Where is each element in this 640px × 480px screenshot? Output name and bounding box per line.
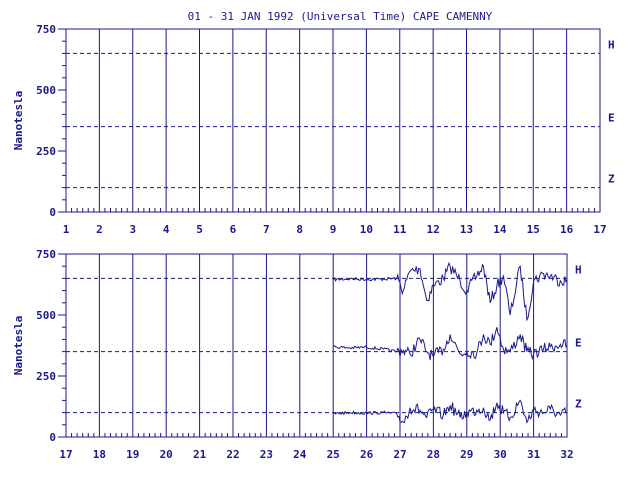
y-tick-label: 500: [36, 84, 56, 97]
x-tick-label: 32: [560, 448, 573, 461]
y-tick-label: 500: [36, 309, 56, 322]
x-tick-label: 24: [293, 448, 307, 461]
x-tick-label: 10: [360, 223, 373, 236]
x-tick-label: 23: [260, 448, 273, 461]
x-tick-label: 2: [96, 223, 103, 236]
x-tick-label: 1: [63, 223, 70, 236]
component-label-z: Z: [608, 173, 615, 186]
y-tick-label: 0: [49, 431, 56, 444]
series-h-line: [332, 261, 568, 322]
x-tick-label: 5: [196, 223, 203, 236]
x-tick-label: 11: [393, 223, 407, 236]
x-tick-label: 18: [93, 448, 106, 461]
y-tick-label: 250: [36, 145, 56, 158]
x-tick-label: 30: [494, 448, 507, 461]
component-label-e: E: [608, 112, 615, 125]
panel-2: 17 18 19 20 21 22 23 24 25 26 27 28 29 30 31 32 0 250 500 7…: [12, 248, 582, 461]
chart-title: 01 - 31 JAN 1992 (Universal Time) CAPE C…: [188, 10, 493, 23]
x-tick-label: 13: [460, 223, 473, 236]
y-axis-label: Nanotesla: [12, 91, 25, 151]
y-tick-label: 250: [36, 370, 56, 383]
x-tick-label: 12: [427, 223, 440, 236]
x-tick-label: 17: [59, 448, 72, 461]
x-tick-label: 20: [160, 448, 173, 461]
x-tick-label: 26: [360, 448, 374, 461]
component-label-h: H: [575, 263, 582, 276]
series-z-line: [332, 399, 568, 424]
component-label-h: H: [608, 38, 615, 51]
x-tick-label: 28: [427, 448, 440, 461]
y-tick-label: 750: [36, 23, 56, 36]
y-axis-label: Nanotesla: [12, 316, 25, 376]
x-tick-label: 15: [527, 223, 540, 236]
x-tick-label: 17: [593, 223, 606, 236]
x-tick-label: 21: [193, 448, 207, 461]
x-tick-label: 3: [129, 223, 136, 236]
y-tick-label: 750: [36, 248, 56, 261]
panel-1: 1 2 3 4 5 6 7 8 9 10 11 12 13 14 15 16 170250500750Nanot…: [12, 23, 615, 236]
component-label-e: E: [575, 337, 582, 350]
x-tick-label: 31: [527, 448, 541, 461]
x-tick-label: 9: [330, 223, 337, 236]
x-tick-label: 7: [263, 223, 270, 236]
x-tick-label: 6: [230, 223, 237, 236]
component-label-z: Z: [575, 398, 582, 411]
x-tick-label: 22: [226, 448, 239, 461]
x-tick-label: 19: [126, 448, 139, 461]
x-tick-label: 27: [393, 448, 406, 461]
x-tick-label: 16: [560, 223, 574, 236]
x-tick-label: 25: [327, 448, 340, 461]
x-tick-label: 29: [460, 448, 473, 461]
x-tick-label: 8: [296, 223, 303, 236]
plot-frame: [65, 253, 568, 438]
x-tick-label: 4: [163, 223, 170, 236]
x-tick-label: 14: [493, 223, 507, 236]
y-tick-label: 0: [49, 206, 56, 219]
series-e-line: [332, 327, 568, 361]
